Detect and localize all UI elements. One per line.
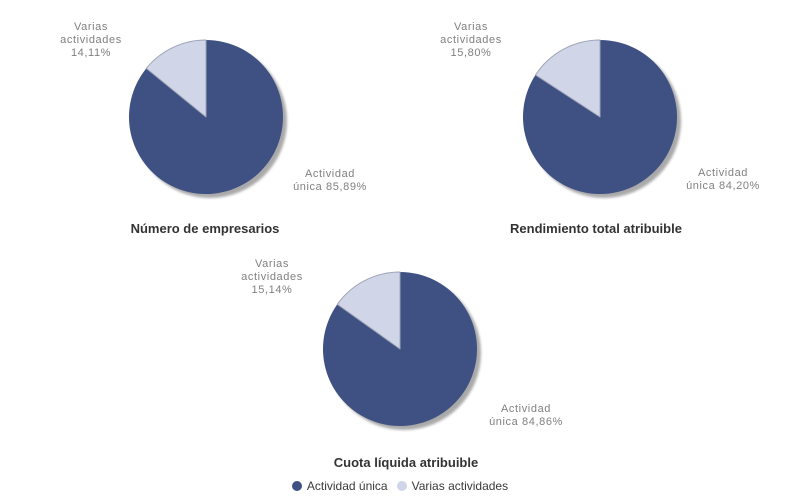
pie2-actividad-unica-label: Actividad única 84,20%: [668, 167, 778, 193]
legend-dot-actividad-unica: [291, 481, 302, 491]
label-line: única 84,86%: [489, 416, 563, 428]
pie-chart-rendimiento-total-atribuible: [523, 39, 681, 198]
label-line: actividades: [440, 34, 502, 46]
label-line: Actividad: [304, 168, 356, 180]
pie-chart-cuota-liquida-atribuible: [322, 271, 481, 430]
label-line: Actividad: [500, 403, 552, 415]
label-line: Varias: [454, 21, 488, 33]
pie-slice-varias-actividades: [535, 39, 601, 118]
label-line: actividades: [60, 34, 122, 46]
legend-label-varias-actividades: Varias actividades: [411, 479, 509, 493]
chart1-title: Número de empresarios: [130, 221, 280, 236]
chart2-title: Rendimiento total atribuible: [510, 221, 682, 236]
pie1-varias-actividades-label: Varias actividades 14,11%: [41, 21, 141, 60]
label-line: única 84,20%: [686, 180, 760, 192]
label-line: única 85,89%: [293, 181, 367, 193]
legend-label-actividad-unica: Actividad única: [306, 479, 388, 493]
pie-slice-varias-actividades: [145, 39, 207, 118]
label-line: Actividad: [697, 167, 749, 179]
legend-item-varias-actividades: Varias actividades: [396, 479, 509, 493]
pie1-actividad-unica-label: Actividad única 85,89%: [275, 168, 385, 194]
pie3-actividad-unica-label: Actividad única 84,86%: [471, 403, 581, 429]
pie2-varias-actividades-label: Varias actividades 15,80%: [421, 21, 521, 60]
pie-chart-numero-de-empresarios: [128, 39, 287, 198]
chart-legend: Actividad única Varias actividades: [0, 479, 800, 493]
label-line: actividades: [241, 271, 303, 283]
chart3-title: Cuota líquida atribuible: [333, 455, 479, 470]
label-line: 14,11%: [70, 47, 112, 59]
pie-slice-varias-actividades: [336, 271, 401, 350]
pie3-varias-actividades-label: Varias actividades 15,14%: [222, 258, 322, 297]
label-line: 15,80%: [450, 47, 492, 59]
legend-dot-varias-actividades: [396, 481, 407, 491]
label-line: Varias: [74, 21, 108, 33]
label-line: Varias: [255, 258, 289, 270]
label-line: 15,14%: [251, 284, 293, 296]
legend-item-actividad-unica: Actividad única: [291, 479, 388, 493]
